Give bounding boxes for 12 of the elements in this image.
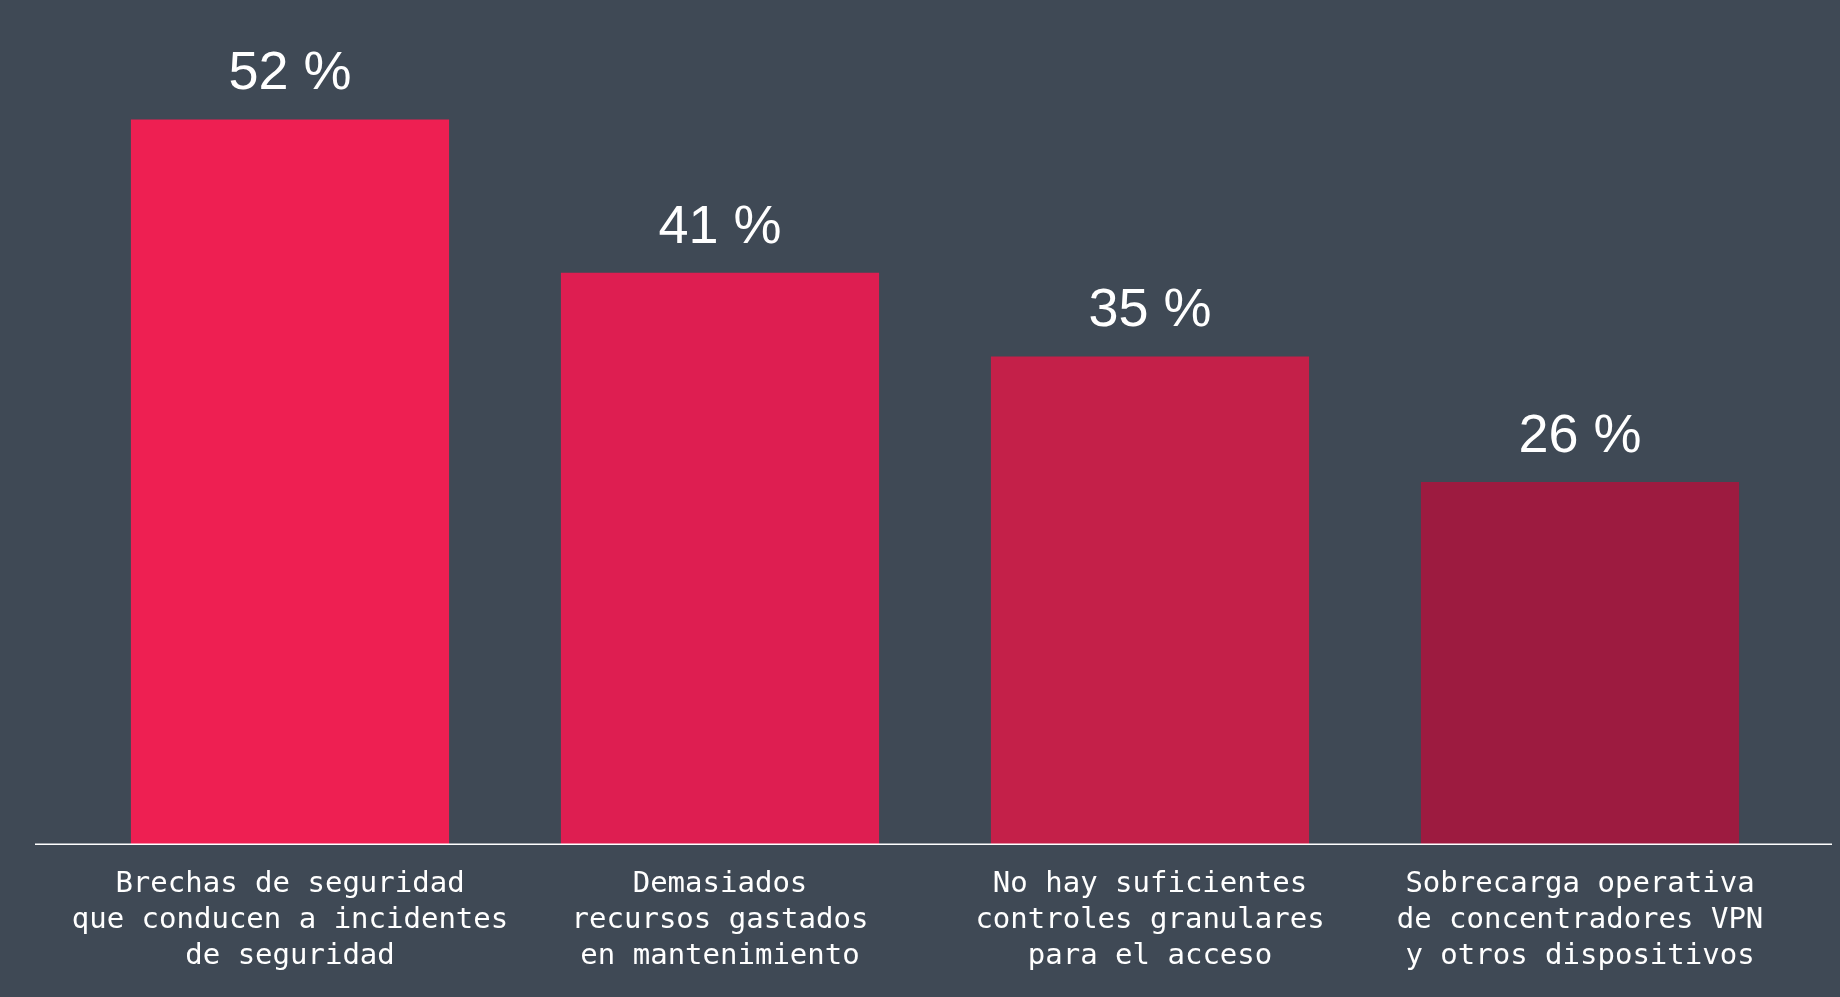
bar [1420,481,1740,845]
data-label: 26 % [1518,402,1642,463]
x-tick-label: Demasiados recursos gastados en mantenimiento [571,864,869,972]
x-tick-label: Brechas de seguridad que conducen a incidentes de seguridad [71,864,509,972]
bar [130,119,450,845]
bar [560,272,880,845]
x-tick-label: No hay suficientes controles granulares para el acceso [975,864,1325,972]
data-label: 52 % [228,40,352,101]
data-label: 35 % [1088,277,1212,338]
x-tick-label: Sobrecarga operativa de concentradores VPN y otros dispositivos [1396,864,1764,972]
bar [990,356,1310,845]
data-label: 41 % [658,193,782,254]
